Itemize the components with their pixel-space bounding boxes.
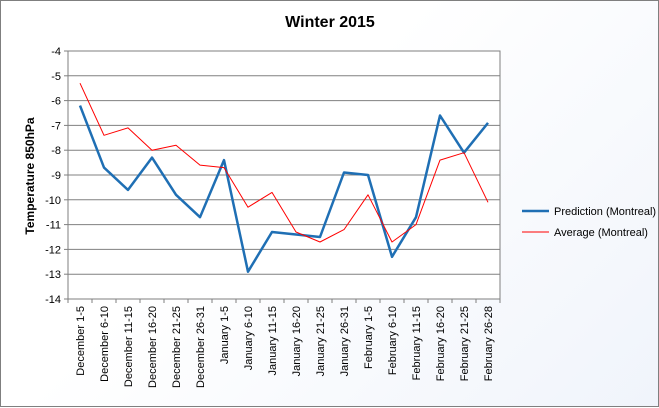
gridlines [68, 75, 500, 275]
legend-label: Prediction (Montreal) [554, 206, 656, 218]
chart-title: Winter 2015 [285, 14, 375, 31]
x-tick-label: December 26-31 [195, 306, 207, 388]
y-axis-title: Temperature 850hPa [23, 117, 37, 234]
y-tick-label: -8 [51, 145, 61, 157]
series-line-prediction [78, 105, 489, 273]
x-tick-label: December 1-5 [75, 306, 87, 376]
y-tick-label: -5 [51, 71, 61, 83]
y-tick-label: -14 [45, 294, 61, 306]
series-lines [78, 82, 489, 273]
x-axis-ticks: December 1-5 December 6-10 December 11-15 D… [67, 299, 501, 388]
legend-label: Average (Montreal) [554, 227, 648, 239]
x-tick-label: December 16-20 [147, 306, 159, 388]
y-tick-label: -10 [45, 195, 61, 207]
y-tick-label: -6 [51, 96, 61, 108]
x-tick-label: January 26-31 [339, 306, 351, 376]
x-tick-label: January 16-20 [291, 306, 303, 376]
y-tick-label: -12 [45, 244, 61, 256]
y-tick-label: -9 [51, 170, 61, 182]
legend: Prediction (Montreal) Average (Montreal) [522, 206, 656, 239]
x-tick-label: February 11-15 [411, 306, 423, 380]
y-axis-ticks: -4 -5 -6 -7 -8 -9 -10 -11 -12 -13 -14 [45, 46, 68, 306]
x-tick-label: January 1-5 [219, 306, 231, 364]
x-tick-label: December 11-15 [123, 306, 135, 387]
series-line-average [79, 82, 489, 243]
x-tick-label: January 6-10 [243, 306, 255, 370]
x-tick-label: February 21-25 [459, 306, 471, 381]
x-tick-label: December 6-10 [99, 306, 111, 382]
x-tick-label: February 6-10 [387, 306, 399, 375]
x-tick-label: January 11-15 [267, 306, 279, 376]
x-tick-label: February 16-20 [435, 306, 447, 381]
x-tick-label: February 1-5 [363, 306, 375, 369]
y-tick-label: -4 [51, 46, 61, 58]
y-tick-label: -7 [51, 120, 61, 132]
y-tick-label: -11 [46, 220, 61, 232]
x-tick-label: January 21-25 [315, 306, 327, 376]
x-tick-label: February 26-28 [483, 306, 495, 381]
y-tick-label: -13 [45, 269, 61, 281]
x-tick-label: December 21-25 [171, 306, 183, 388]
